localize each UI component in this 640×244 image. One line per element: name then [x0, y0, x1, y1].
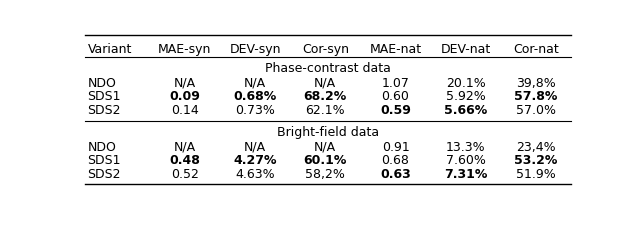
Text: Cor-syn: Cor-syn	[302, 43, 349, 56]
Text: 57.0%: 57.0%	[516, 104, 556, 117]
Text: 13.3%: 13.3%	[446, 141, 486, 154]
Text: MAE-syn: MAE-syn	[158, 43, 212, 56]
Text: SDS1: SDS1	[88, 91, 121, 103]
Text: NDO: NDO	[88, 77, 116, 90]
Text: DEV-syn: DEV-syn	[229, 43, 281, 56]
Text: 0.48: 0.48	[170, 154, 200, 167]
Text: 0.73%: 0.73%	[235, 104, 275, 117]
Text: 57.8%: 57.8%	[515, 91, 557, 103]
Text: 7.60%: 7.60%	[446, 154, 486, 167]
Text: DEV-nat: DEV-nat	[440, 43, 491, 56]
Text: 0.60: 0.60	[381, 91, 410, 103]
Text: 5.92%: 5.92%	[446, 91, 486, 103]
Text: 62.1%: 62.1%	[305, 104, 345, 117]
Text: 4.63%: 4.63%	[236, 168, 275, 181]
Text: Phase-contrast data: Phase-contrast data	[265, 62, 391, 75]
Text: 0.68: 0.68	[381, 154, 410, 167]
Text: 39,8%: 39,8%	[516, 77, 556, 90]
Text: 51.9%: 51.9%	[516, 168, 556, 181]
Text: Bright-field data: Bright-field data	[277, 126, 379, 139]
Text: 0.14: 0.14	[171, 104, 199, 117]
Text: 58,2%: 58,2%	[305, 168, 345, 181]
Text: 4.27%: 4.27%	[234, 154, 277, 167]
Text: 20.1%: 20.1%	[446, 77, 486, 90]
Text: MAE-nat: MAE-nat	[369, 43, 422, 56]
Text: N/A: N/A	[174, 77, 196, 90]
Text: NDO: NDO	[88, 141, 116, 154]
Text: Cor-nat: Cor-nat	[513, 43, 559, 56]
Text: N/A: N/A	[174, 141, 196, 154]
Text: 7.31%: 7.31%	[444, 168, 488, 181]
Text: 1.07: 1.07	[381, 77, 410, 90]
Text: 0.09: 0.09	[170, 91, 200, 103]
Text: 0.68%: 0.68%	[234, 91, 276, 103]
Text: SDS2: SDS2	[88, 168, 121, 181]
Text: 5.66%: 5.66%	[444, 104, 487, 117]
Text: SDS2: SDS2	[88, 104, 121, 117]
Text: Variant: Variant	[88, 43, 132, 56]
Text: 60.1%: 60.1%	[303, 154, 347, 167]
Text: N/A: N/A	[314, 141, 337, 154]
Text: N/A: N/A	[314, 77, 337, 90]
Text: N/A: N/A	[244, 77, 266, 90]
Text: 68.2%: 68.2%	[303, 91, 347, 103]
Text: 53.2%: 53.2%	[515, 154, 557, 167]
Text: 0.52: 0.52	[171, 168, 199, 181]
Text: 23,4%: 23,4%	[516, 141, 556, 154]
Text: SDS1: SDS1	[88, 154, 121, 167]
Text: 0.91: 0.91	[381, 141, 410, 154]
Text: 0.63: 0.63	[380, 168, 411, 181]
Text: N/A: N/A	[244, 141, 266, 154]
Text: 0.59: 0.59	[380, 104, 411, 117]
